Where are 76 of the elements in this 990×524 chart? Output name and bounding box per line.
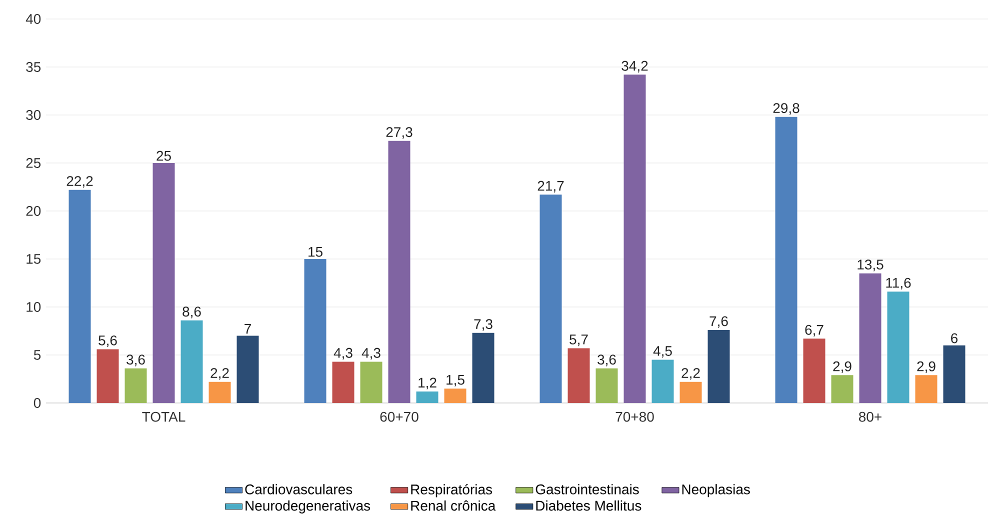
bar bbox=[831, 375, 854, 403]
x-tick-label: 80+ bbox=[858, 412, 882, 422]
bar bbox=[943, 345, 966, 403]
bar bbox=[180, 320, 203, 403]
bar bbox=[708, 330, 730, 403]
data-label: 4,5 bbox=[653, 346, 672, 358]
bar bbox=[124, 368, 147, 403]
bar bbox=[803, 338, 826, 403]
data-label: 13,5 bbox=[858, 260, 884, 272]
bar bbox=[472, 332, 494, 403]
data-label: 3,6 bbox=[126, 354, 145, 366]
data-label: 7,3 bbox=[474, 319, 492, 331]
y-tick-label: 35 bbox=[26, 62, 41, 72]
data-label: 1,5 bbox=[446, 374, 464, 386]
data-label: 2,9 bbox=[833, 361, 852, 373]
bar bbox=[208, 382, 231, 403]
data-label: 3,6 bbox=[598, 354, 616, 366]
x-tick-label: 70+80 bbox=[616, 412, 654, 422]
data-label: 6,7 bbox=[805, 324, 824, 336]
bar bbox=[332, 362, 354, 403]
bar bbox=[360, 362, 382, 403]
data-label: 22,2 bbox=[66, 176, 93, 188]
bar bbox=[887, 292, 910, 403]
data-label: 4,3 bbox=[362, 348, 380, 360]
x-tick-label: 60+70 bbox=[380, 412, 418, 422]
data-label: 1,2 bbox=[418, 378, 436, 390]
data-label: 29,8 bbox=[773, 103, 800, 115]
data-label: 7 bbox=[244, 324, 251, 334]
data-label: 5,6 bbox=[98, 335, 117, 348]
data-label: 7,6 bbox=[710, 316, 728, 328]
y-tick-label: 15 bbox=[26, 254, 41, 264]
bar bbox=[596, 368, 618, 403]
y-tick-label: 25 bbox=[26, 158, 41, 168]
bar bbox=[152, 162, 175, 403]
bar bbox=[915, 375, 938, 403]
data-label: 21,7 bbox=[538, 180, 564, 192]
legend-label: Gastrointestinais bbox=[536, 484, 639, 494]
legend-label: Renal crônica bbox=[411, 500, 496, 511]
bar bbox=[775, 116, 798, 403]
bar bbox=[96, 349, 119, 403]
bar bbox=[540, 194, 562, 403]
bar bbox=[652, 360, 674, 403]
bar bbox=[416, 391, 438, 403]
y-tick-label: 5 bbox=[34, 350, 41, 360]
legend-label: Cardiovasculares bbox=[245, 484, 352, 494]
y-tick-label: 30 bbox=[26, 110, 41, 120]
bar bbox=[304, 258, 326, 403]
data-label: 2,2 bbox=[210, 368, 229, 380]
legend-label: Diabetes Mellitus bbox=[536, 500, 642, 511]
data-label: 5,7 bbox=[570, 334, 588, 346]
data-label: 34,2 bbox=[622, 60, 648, 72]
bar bbox=[388, 140, 410, 403]
data-label: 27,3 bbox=[386, 127, 412, 139]
data-label: 2,9 bbox=[917, 361, 936, 373]
y-tick-label: 20 bbox=[26, 206, 41, 216]
bar bbox=[568, 348, 590, 403]
data-label: 15 bbox=[308, 247, 322, 257]
data-label: 25 bbox=[156, 150, 171, 161]
y-tick-label: 40 bbox=[26, 14, 41, 24]
bar bbox=[624, 74, 646, 403]
legend-label: Neurodegenerativas bbox=[246, 500, 370, 514]
data-label: 6 bbox=[951, 333, 958, 344]
x-tick-label: TOTAL bbox=[142, 412, 186, 422]
y-tick-label: 10 bbox=[26, 302, 41, 312]
data-label: 2,2 bbox=[682, 368, 700, 380]
legend-label: Respiratórias bbox=[411, 484, 492, 498]
legend-label: Neoplasias bbox=[682, 484, 750, 498]
data-label: 4,3 bbox=[334, 348, 352, 360]
bar bbox=[236, 336, 259, 403]
data-label: 8,6 bbox=[182, 306, 201, 318]
bar bbox=[859, 273, 882, 403]
bar bbox=[680, 382, 702, 403]
bar bbox=[68, 190, 91, 403]
data-label: 11,6 bbox=[886, 278, 911, 290]
y-tick-label: 0 bbox=[34, 398, 41, 408]
bar bbox=[444, 388, 466, 403]
